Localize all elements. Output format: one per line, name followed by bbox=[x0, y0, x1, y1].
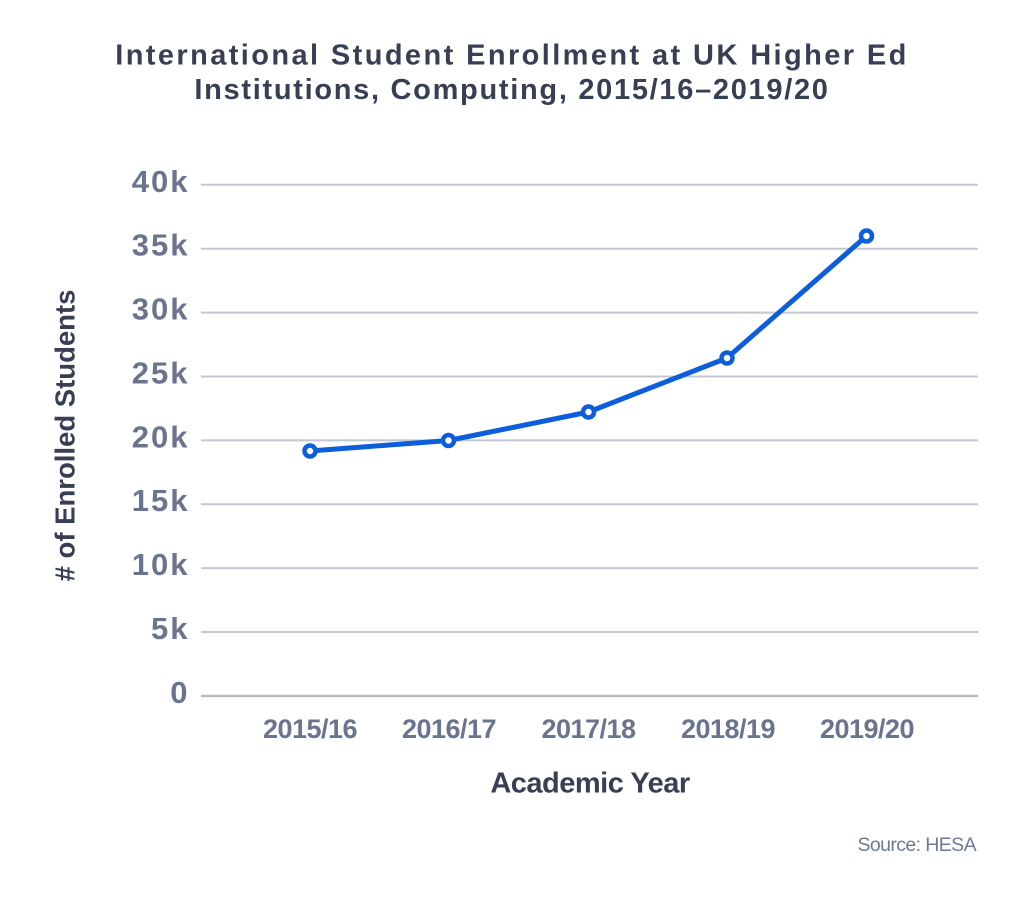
svg-text:Institutions, Computing, 2015/: Institutions, Computing, 2015/16–2019/20 bbox=[194, 74, 829, 106]
svg-text:2017/18: 2017/18 bbox=[541, 714, 636, 744]
svg-text:10k: 10k bbox=[132, 547, 190, 582]
svg-text:15k: 15k bbox=[132, 483, 190, 518]
svg-text:30k: 30k bbox=[132, 292, 190, 327]
svg-text:35k: 35k bbox=[132, 228, 190, 263]
svg-text:20k: 20k bbox=[132, 419, 190, 454]
svg-text:2019/20: 2019/20 bbox=[820, 714, 914, 744]
svg-text:2018/19: 2018/19 bbox=[681, 714, 776, 744]
svg-text:2016/17: 2016/17 bbox=[402, 714, 496, 744]
svg-text:# of Enrolled Students: # of Enrolled Students bbox=[49, 290, 80, 582]
svg-text:25k: 25k bbox=[132, 356, 190, 391]
svg-text:International Student Enrollme: International Student Enrollment at UK H… bbox=[115, 40, 909, 72]
svg-text:40k: 40k bbox=[132, 164, 190, 199]
svg-text:5k: 5k bbox=[151, 611, 189, 646]
svg-text:0: 0 bbox=[170, 675, 189, 710]
svg-text:Source: HESA: Source: HESA bbox=[857, 834, 976, 856]
svg-text:2015/16: 2015/16 bbox=[263, 714, 358, 744]
svg-text:Academic Year: Academic Year bbox=[490, 768, 690, 800]
